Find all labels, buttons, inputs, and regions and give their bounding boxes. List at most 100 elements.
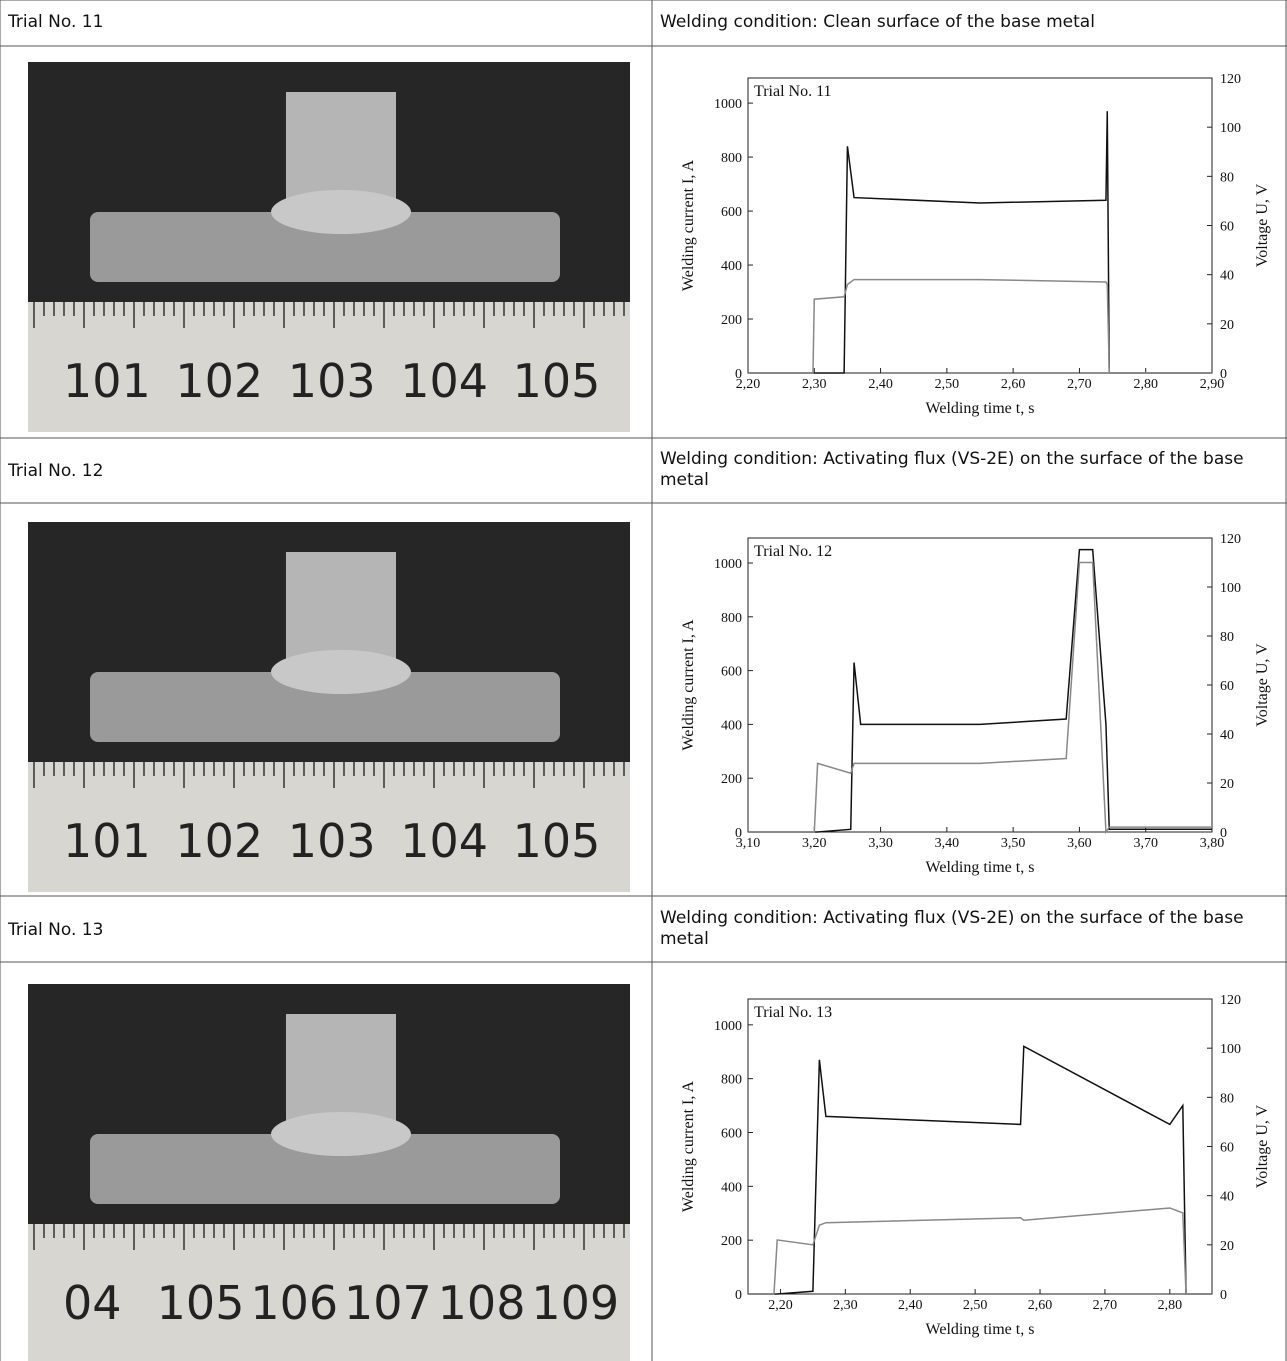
y2-tick-label: 60	[1220, 220, 1234, 235]
ruler-label: 102	[175, 354, 263, 408]
trial-label: Trial No. 12	[8, 461, 104, 481]
x-tick-label: 2,30	[802, 377, 827, 392]
chart-title: Trial No. 11	[754, 83, 832, 100]
y-tick-label: 600	[721, 665, 742, 680]
y2-tick-label: 120	[1220, 993, 1241, 1008]
ruler	[28, 302, 630, 432]
x-tick-label: 3,20	[802, 836, 827, 851]
y2-tick-label: 120	[1220, 532, 1241, 547]
y2-tick-label: 120	[1220, 72, 1241, 87]
x-tick-label: 2,30	[833, 1298, 858, 1313]
y2-tick-label: 100	[1220, 581, 1241, 596]
x-tick-label: 2,20	[768, 1298, 793, 1313]
x-tick-label: 2,50	[963, 1298, 988, 1313]
y-tick-label: 200	[721, 772, 742, 787]
y-tick-label: 400	[721, 1180, 742, 1195]
y2-tick-label: 40	[1220, 269, 1234, 284]
ruler-label: 103	[288, 814, 376, 868]
series-line	[748, 111, 1212, 374]
x-tick-label: 3,30	[868, 836, 893, 851]
y-axis-label: Welding current I, A	[680, 1081, 697, 1213]
condition: Welding condition: Activating flux (VS-2…	[660, 908, 1244, 949]
base-plate	[90, 212, 560, 282]
y2-tick-label: 0	[1220, 826, 1227, 841]
ruler-label: 104	[400, 814, 488, 868]
x-tick-label: 2,40	[898, 1298, 923, 1313]
ruler-label: 108	[438, 1276, 526, 1330]
y2-axis-label: Voltage U, V	[1254, 1104, 1271, 1188]
x-tick-label: 3,80	[1200, 836, 1225, 851]
weld-bead	[271, 1112, 411, 1156]
y-tick-label: 0	[735, 1288, 742, 1303]
ruler-label: 109	[531, 1276, 619, 1330]
y2-tick-label: 40	[1220, 1190, 1234, 1205]
x-tick-label: 3,70	[1133, 836, 1158, 851]
plot-frame	[747, 77, 1213, 374]
y-axis-label: Welding current I, A	[680, 160, 697, 292]
y-tick-label: 200	[721, 313, 742, 328]
y2-tick-label: 0	[1220, 1288, 1227, 1303]
weld-bead	[271, 190, 411, 234]
x-tick-label: 2,60	[1001, 377, 1026, 392]
ruler-label: 102	[175, 814, 263, 868]
series-line	[748, 548, 1212, 833]
y2-axis-label: Voltage U, V	[1254, 643, 1271, 727]
base-plate	[90, 672, 560, 742]
y-tick-label: 600	[721, 205, 742, 220]
y-tick-label: 600	[721, 1127, 742, 1142]
y2-tick-label: 20	[1220, 318, 1234, 333]
y-tick-label: 1000	[714, 1019, 742, 1034]
x-tick-label: 3,60	[1067, 836, 1092, 851]
ruler-label: 101	[63, 814, 151, 868]
ruler-label: 107	[344, 1276, 432, 1330]
y-tick-label: 400	[721, 259, 742, 274]
series-line	[748, 278, 1212, 374]
y-tick-label: 800	[721, 611, 742, 626]
x-tick-label: 2,40	[868, 377, 893, 392]
ruler-label: 103	[288, 354, 376, 408]
ruler-label: 101	[63, 354, 151, 408]
x-tick-label: 2,20	[736, 377, 761, 392]
series-line	[748, 561, 1212, 835]
y-tick-label: 0	[735, 367, 742, 382]
x-tick-label: 2,90	[1200, 377, 1225, 392]
chart-title: Trial No. 12	[754, 543, 832, 560]
x-tick-label: 3,10	[736, 836, 761, 851]
series-line	[748, 1045, 1212, 1295]
ruler	[28, 1224, 630, 1361]
x-tick-label: 2,70	[1067, 377, 1092, 392]
y2-tick-label: 100	[1220, 1042, 1241, 1057]
y2-tick-label: 0	[1220, 367, 1227, 382]
ruler	[28, 762, 630, 892]
trial-label: Trial No. 11	[8, 12, 104, 32]
y-tick-label: 200	[721, 1234, 742, 1249]
x-tick-label: 3,50	[1001, 836, 1026, 851]
y2-tick-label: 40	[1220, 728, 1234, 743]
y2-tick-label: 20	[1220, 1239, 1234, 1254]
y-axis-label: Welding current I, A	[680, 619, 697, 751]
y-tick-label: 1000	[714, 557, 742, 572]
x-tick-label: 2,60	[1028, 1298, 1053, 1313]
y-tick-label: 800	[721, 151, 742, 166]
y2-tick-label: 80	[1220, 170, 1234, 185]
chart-title: Trial No. 13	[754, 1004, 832, 1021]
y2-tick-label: 60	[1220, 679, 1234, 694]
y-tick-label: 0	[735, 826, 742, 841]
condition: Welding condition: Clean surface of the …	[660, 12, 1095, 32]
y-tick-label: 800	[721, 1073, 742, 1088]
y2-tick-label: 100	[1220, 121, 1241, 136]
ruler-label: 04	[63, 1276, 122, 1330]
y2-tick-label: 60	[1220, 1141, 1234, 1156]
ruler-label: 105	[513, 814, 601, 868]
weld-bead	[271, 650, 411, 694]
ruler-label: 105	[513, 354, 601, 408]
y-tick-label: 400	[721, 718, 742, 733]
y2-tick-label: 20	[1220, 777, 1234, 792]
x-tick-label: 3,40	[935, 836, 960, 851]
y2-tick-label: 80	[1220, 630, 1234, 645]
condition: Welding condition: Activating flux (VS-2…	[660, 449, 1244, 490]
series-line	[748, 1207, 1212, 1295]
y2-axis-label: Voltage U, V	[1254, 183, 1271, 267]
